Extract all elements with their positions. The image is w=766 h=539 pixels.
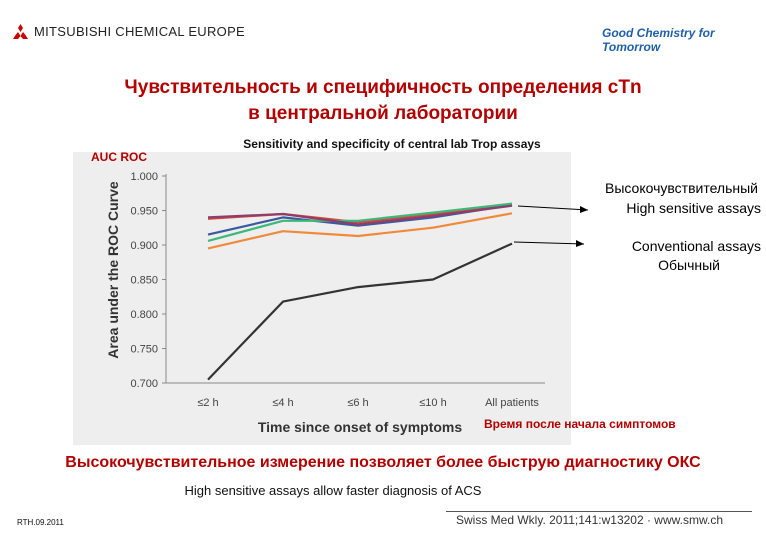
annotation-high-sensitive-ru: Высокочувствительный bbox=[604, 180, 758, 196]
citation: Swiss Med Wkly. 2011;141:w13202 · www.sm… bbox=[456, 513, 723, 527]
chart-title: Sensitivity and specificity of central l… bbox=[243, 137, 541, 151]
conclusion-en: High sensitive assays allow faster diagn… bbox=[184, 483, 482, 498]
series-line-5 bbox=[207, 212, 513, 250]
x-axis-label: Time since onset of symptoms bbox=[258, 419, 463, 435]
auc-roc-label: AUC ROC bbox=[91, 150, 147, 164]
conclusion-ru: Высокочувствительное измерение позволяет… bbox=[65, 454, 701, 471]
arrow-conventional bbox=[513, 241, 585, 245]
x-tick-label: ≤2 h bbox=[197, 397, 218, 409]
citation-divider bbox=[446, 511, 752, 512]
series-line-4 bbox=[207, 204, 513, 226]
arrow-head-conventional bbox=[576, 240, 584, 247]
x-tick-label: ≤10 h bbox=[419, 397, 446, 409]
y-tick-label: 0.850 bbox=[130, 275, 158, 287]
annotation-high-sensitive-en: High sensitive assays bbox=[626, 200, 761, 216]
series-layer bbox=[207, 202, 513, 381]
annotation-conventional-en: Conventional assays bbox=[631, 238, 761, 254]
x-tick-label: ≤6 h bbox=[347, 397, 368, 409]
y-tick-label: 0.900 bbox=[130, 240, 158, 252]
brand-left-text: MITSUBISHI CHEMICAL EUROPE bbox=[34, 24, 246, 39]
y-tick-label: 1.000 bbox=[130, 171, 158, 183]
title-line-2: в центральной лаборатории bbox=[248, 103, 518, 124]
y-tick-label: 0.950 bbox=[130, 206, 158, 218]
series-line-3 bbox=[207, 202, 513, 242]
annotation-conventional-ru: Обычный bbox=[658, 257, 720, 273]
series-line-6 bbox=[207, 242, 513, 381]
x-tick-label: ≤4 h bbox=[272, 397, 293, 409]
annotation-arrows bbox=[513, 205, 589, 247]
mitsubishi-diamonds-icon bbox=[13, 24, 28, 39]
chart-background bbox=[73, 152, 571, 445]
title-line-1: Чувствительность и специфичность определ… bbox=[124, 77, 642, 98]
axis-layer: 0.700 0.750 0.800 0.850 0.900 0.950 1.000 ≤2 h ≤… bbox=[105, 171, 545, 435]
annotation-time-ru: Время после начала симптомов bbox=[484, 417, 676, 431]
y-tick-label: 0.750 bbox=[130, 344, 158, 356]
arrow-high-sensitive bbox=[517, 205, 589, 211]
arrow-head-high-sensitive bbox=[580, 206, 588, 213]
logo-mitsubishi: MITSUBISHI CHEMICAL EUROPE bbox=[12, 24, 245, 39]
y-tick-label: 0.700 bbox=[130, 378, 158, 390]
x-tick-label: All patients bbox=[485, 397, 539, 409]
y-axis-label: Area under the ROC Curve bbox=[105, 181, 121, 359]
y-tick-label: 0.800 bbox=[130, 309, 158, 321]
tagline-logo: Good Chemistry for Tomorrow bbox=[602, 26, 715, 54]
footer-code: RTH.09.2011 bbox=[17, 518, 64, 527]
page-title: Чувствительность и специфичность определ… bbox=[0, 75, 766, 127]
